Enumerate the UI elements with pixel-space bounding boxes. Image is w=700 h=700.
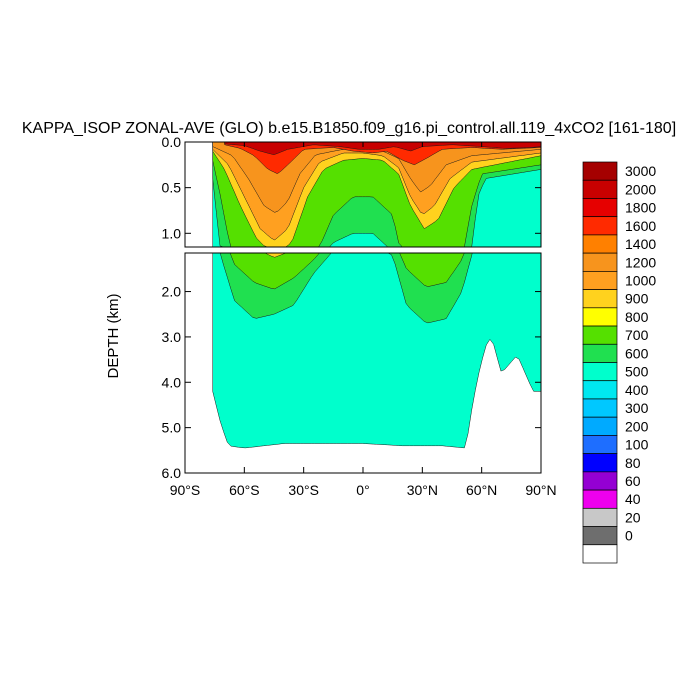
colorbar-swatch [582, 343, 618, 363]
colorbar-swatch [582, 161, 618, 181]
colorbar-swatch [582, 507, 618, 527]
y-tick-label-lower: 6.0 [162, 465, 182, 481]
y-tick-label-lower: 3.0 [162, 329, 182, 345]
colorbar-swatch [582, 362, 618, 382]
colorbar-label: 1000 [625, 273, 656, 289]
contour-zone-900 [264, 253, 287, 258]
colorbar-label: 2000 [625, 181, 656, 197]
colorbar-label: 1600 [625, 218, 656, 234]
colorbar-label: 20 [625, 509, 641, 525]
colorbar-label: 200 [625, 418, 649, 434]
lower-panel-fields [212, 253, 541, 449]
colorbar-label: 500 [625, 364, 649, 380]
colorbar-label: 600 [625, 345, 649, 361]
y-axis-label: DEPTH (km) [105, 294, 122, 379]
colorbar-swatch [582, 216, 618, 236]
colorbar-swatch [582, 544, 618, 564]
colorbar-swatch [582, 453, 618, 473]
x-tick-label: 60°S [229, 482, 260, 498]
colorbar-label: 1400 [625, 236, 656, 252]
contour-zone-1600 [224, 142, 541, 174]
colorbar-swatch [582, 307, 618, 327]
x-tick-label: 90°N [525, 482, 556, 498]
x-tick-label: 90°S [170, 482, 201, 498]
colorbar-swatch [582, 271, 618, 290]
colorbar-label: 300 [625, 400, 649, 416]
colorbar-swatch [582, 179, 618, 199]
colorbar-swatch [582, 289, 618, 309]
upper-panel-fields [212, 142, 541, 247]
x-axis-ticks: 90°S 60°S 30°S 0° 30°N 60°N 90°N [170, 142, 557, 498]
x-tick-label: 0° [356, 482, 369, 498]
y-tick-label-lower: 4.0 [162, 374, 182, 390]
colorbar-swatch [582, 489, 618, 509]
colorbar-swatch [582, 198, 618, 218]
contour-zone-1200 [212, 142, 541, 213]
x-tick-label: 30°N [407, 482, 438, 498]
y-tick-label-upper: 0.0 [162, 134, 182, 150]
y-axis-ticks: 0.0 0.5 1.0 2.0 3.0 4.0 5.0 6.0 [162, 134, 541, 481]
y-tick-label-upper: 1.0 [162, 225, 182, 241]
colorbar-label: 40 [625, 491, 641, 507]
y-tick-label-lower: 5.0 [162, 420, 182, 436]
colorbar-label: 80 [625, 455, 641, 471]
colorbar-label: 3000 [625, 163, 656, 179]
colorbar-swatch [582, 398, 618, 418]
colorbar-swatch [582, 416, 618, 436]
colorbar-swatch [582, 380, 618, 400]
colorbar-label: 100 [625, 437, 649, 453]
chart-title: KAPPA_ISOP ZONAL-AVE (GLO) b.e15.B1850.f… [22, 120, 676, 137]
colorbar-label: 700 [625, 327, 649, 343]
colorbar-swatch [582, 435, 618, 454]
y-tick-label-upper: 0.5 [162, 180, 182, 196]
x-tick-label: 30°S [288, 482, 319, 498]
colorbar-swatch [582, 234, 618, 254]
colorbar-swatch [582, 471, 618, 491]
colorbar-label: 60 [625, 473, 641, 489]
colorbar-label: 1800 [625, 200, 656, 216]
colorbar-label: 0 [625, 528, 633, 544]
colorbar-label: 800 [625, 309, 649, 325]
x-tick-label: 60°N [466, 482, 497, 498]
colorbar-label: 900 [625, 291, 649, 307]
colorbar-swatch [582, 252, 618, 272]
colorbar-label: 1200 [625, 254, 656, 270]
contour-zone-700 [229, 253, 465, 290]
colorbar-swatch [582, 325, 618, 345]
colorbar-swatch [582, 526, 618, 546]
colorbar-label: 400 [625, 382, 649, 398]
y-tick-label-lower: 2.0 [162, 284, 182, 300]
colorbar: 3000200018001600140012001000900800700600… [582, 161, 656, 564]
